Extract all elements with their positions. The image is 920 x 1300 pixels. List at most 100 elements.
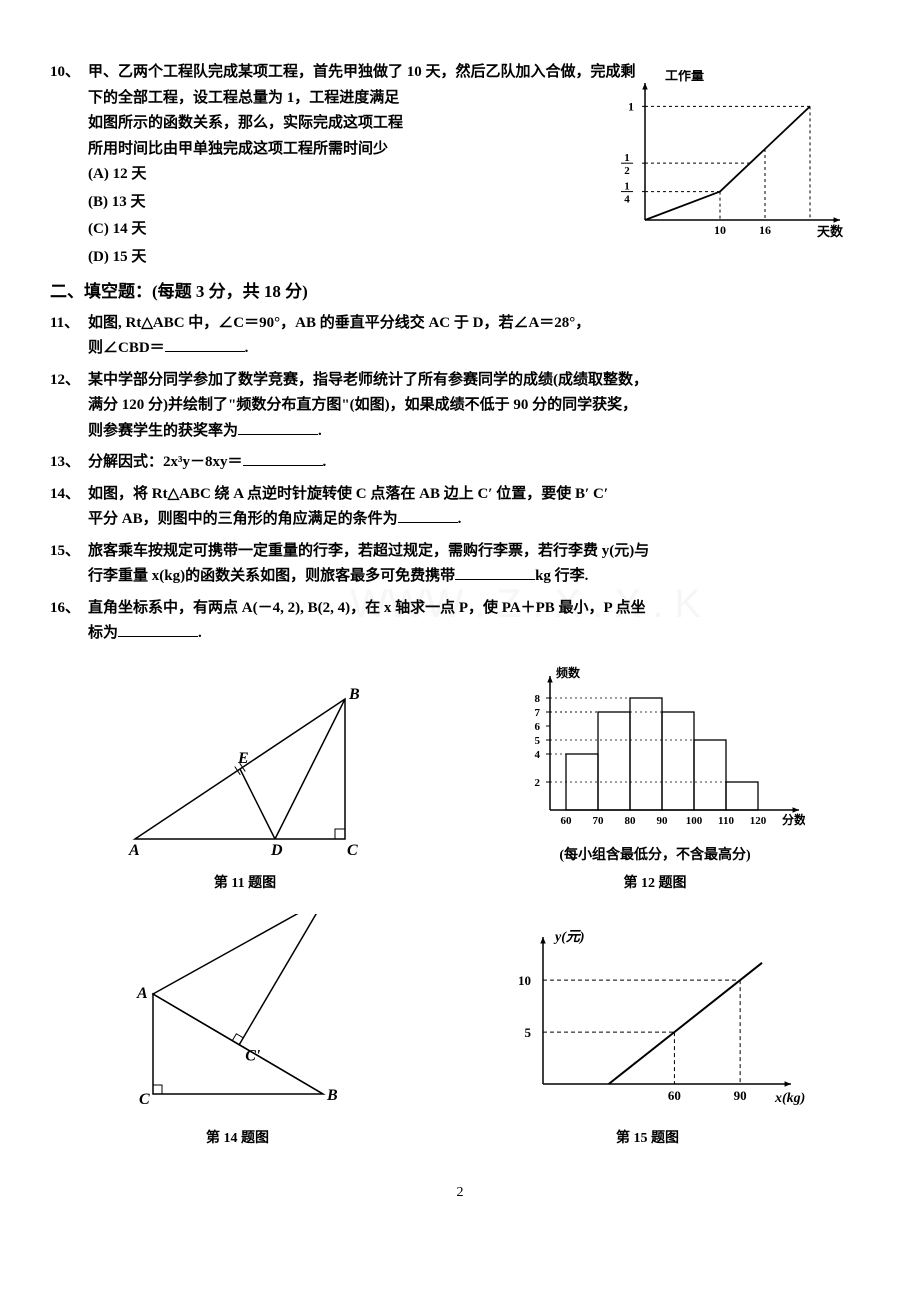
- fig14-block: ABCB'C' 第 14 题图: [113, 914, 363, 1151]
- q12-number: 12、: [50, 368, 80, 394]
- q14-body: 如图，将 Rt△ABC 绕 A 点逆时针旋转使 C 点落在 AB 边上 C′ 位…: [50, 482, 870, 533]
- q14-line1: 如图，将 Rt△ABC 绕 A 点逆时针旋转使 C 点落在 AB 边上 C′ 位…: [88, 486, 608, 502]
- svg-text:8: 8: [535, 693, 541, 705]
- svg-text:60: 60: [561, 815, 573, 827]
- svg-text:2: 2: [535, 777, 541, 789]
- q15-line1: 旅客乘车按规定可携带一定重量的行李，若超过规定，需购行李票，若行李费 y(元)与: [88, 543, 649, 559]
- figure-row-1: A B C D E 第 11 题图 频数分数 2 4 5 6 7 8 60 70 80 90 100 110 12…: [50, 665, 870, 896]
- fig14-svg: ABCB'C': [113, 914, 363, 1114]
- svg-text:C: C: [347, 842, 358, 859]
- q12-line2: 满分 120 分)并绘制了"频数分布直方图"(如图)，如果成绩不低于 90 分的…: [88, 397, 637, 413]
- svg-text:5: 5: [535, 735, 541, 747]
- page-number: 2: [50, 1181, 870, 1205]
- svg-text:1: 1: [624, 152, 630, 164]
- svg-text:A: A: [136, 985, 148, 1002]
- svg-text:1: 1: [624, 181, 630, 193]
- q13-number: 13、: [50, 450, 80, 476]
- svg-text:16: 16: [759, 223, 771, 237]
- svg-text:5: 5: [524, 1025, 531, 1040]
- q15-number: 15、: [50, 539, 80, 565]
- question-12: 12、 某中学部分同学参加了数学竞赛，指导老师统计了所有参赛同学的成绩(成绩取整…: [50, 368, 870, 445]
- fig12-caption: 第 12 题图: [505, 872, 805, 896]
- q12-tail: .: [318, 423, 322, 439]
- svg-text:6: 6: [535, 721, 541, 733]
- q10-line3: 如图所示的函数关系，那么，实际完成这项工程: [88, 115, 403, 131]
- svg-text:60: 60: [667, 1088, 680, 1103]
- svg-text:x(kg): x(kg): [774, 1091, 805, 1106]
- fig11-caption: 第 11 题图: [115, 872, 375, 896]
- q12-line3: 则参赛学生的获奖率为: [88, 423, 238, 439]
- fig15-block: y(元) x(kg) 5 10 60 90 第 15 题图: [488, 924, 808, 1151]
- q14-line2: 平分 AB，则图中的三角形的角应满足的条件为: [88, 511, 398, 527]
- q16-tail: .: [198, 625, 202, 641]
- fig15-caption: 第 15 题图: [488, 1127, 808, 1151]
- q14-tail: .: [458, 511, 462, 527]
- svg-text:2: 2: [624, 165, 630, 177]
- q14-blank: [398, 507, 458, 523]
- q15-line2: 行李重量 x(kg)的函数关系如图，则旅客最多可免费携带: [88, 568, 455, 584]
- svg-text:120: 120: [750, 815, 767, 827]
- svg-text:y(元): y(元): [553, 930, 585, 945]
- q12-blank: [238, 419, 318, 435]
- question-15: 15、 旅客乘车按规定可携带一定重量的行李，若超过规定，需购行李票，若行李费 y…: [50, 539, 870, 590]
- svg-text:70: 70: [593, 815, 605, 827]
- svg-text:10: 10: [714, 223, 726, 237]
- svg-text:4: 4: [624, 194, 630, 206]
- svg-text:工作量: 工作量: [665, 70, 704, 83]
- q16-line2: 标为: [88, 625, 118, 641]
- q11-tail: .: [245, 340, 249, 356]
- q15-blank: [455, 564, 535, 580]
- q13-tail: .: [323, 454, 327, 470]
- svg-text:B: B: [326, 1087, 338, 1104]
- svg-text:80: 80: [625, 815, 637, 827]
- svg-text:C': C': [245, 1048, 261, 1065]
- question-13: 13、 分解因式：2x³y－8xy＝.: [50, 450, 870, 476]
- fig11-svg: A B C D E: [115, 679, 375, 859]
- svg-text:110: 110: [718, 815, 734, 827]
- q13-line1: 分解因式：2x³y－8xy＝: [88, 454, 243, 470]
- svg-text:分数: 分数: [782, 812, 805, 827]
- svg-text:1: 1: [628, 99, 634, 113]
- q13-body: 分解因式：2x³y－8xy＝.: [50, 450, 870, 476]
- svg-text:90: 90: [657, 815, 669, 827]
- q10-line4: 所用时间比由甲单独完成这项工程所需时间少: [88, 141, 388, 157]
- q10-chart: 工作量天数141211016: [600, 70, 860, 255]
- svg-text:90: 90: [733, 1088, 746, 1103]
- question-16: 16、 直角坐标系中，有两点 A(－4, 2), B(2, 4)，在 x 轴求一…: [50, 596, 870, 647]
- fig12-note: (每小组含最低分，不含最高分): [505, 844, 805, 868]
- fig14-caption: 第 14 题图: [113, 1127, 363, 1151]
- q16-line1: 直角坐标系中，有两点 A(－4, 2), B(2, 4)，在 x 轴求一点 P，…: [88, 600, 646, 616]
- svg-text:D: D: [270, 842, 283, 859]
- fig11-block: A B C D E 第 11 题图: [115, 679, 375, 896]
- svg-text:100: 100: [686, 815, 703, 827]
- q13-blank: [243, 450, 323, 466]
- svg-text:B: B: [348, 686, 360, 703]
- q11-number: 11、: [50, 311, 79, 337]
- q15-line2b: kg 行李.: [535, 568, 588, 584]
- svg-text:4: 4: [535, 749, 541, 761]
- q14-number: 14、: [50, 482, 80, 508]
- svg-text:10: 10: [518, 973, 531, 988]
- svg-text:频数: 频数: [556, 665, 581, 680]
- q16-body: 直角坐标系中，有两点 A(－4, 2), B(2, 4)，在 x 轴求一点 P，…: [50, 596, 870, 647]
- q10-line1: 甲、乙两个工程队完成某项工程，首先甲独做了 10 天，然后乙队加入合做，完成剩: [88, 64, 636, 80]
- svg-text:A: A: [128, 842, 140, 859]
- question-10: 10、 甲、乙两个工程队完成某项工程，首先甲独做了 10 天，然后乙队加入合做，…: [50, 60, 870, 270]
- svg-text:天数: 天数: [817, 224, 844, 239]
- q16-number: 16、: [50, 596, 80, 622]
- q10-number: 10、: [50, 60, 80, 86]
- fig12-block: 频数分数 2 4 5 6 7 8 60 70 80 90 100 110 120 (每小组含最低分，不含最…: [505, 665, 805, 896]
- q11-body: 如图, Rt△ABC 中，∠C＝90°，AB 的垂直平分线交 AC 于 D，若∠…: [50, 311, 870, 362]
- svg-text:7: 7: [535, 707, 541, 719]
- q15-body: 旅客乘车按规定可携带一定重量的行李，若超过规定，需购行李票，若行李费 y(元)与…: [50, 539, 870, 590]
- section-2-header: 二、填空题：(每题 3 分，共 18 分): [50, 278, 870, 307]
- fig15-svg: y(元) x(kg) 5 10 60 90: [488, 924, 808, 1114]
- question-14: 14、 如图，将 Rt△ABC 绕 A 点逆时针旋转使 C 点落在 AB 边上 …: [50, 482, 870, 533]
- svg-text:E: E: [237, 750, 249, 767]
- svg-text:C: C: [139, 1091, 150, 1108]
- q16-blank: [118, 621, 198, 637]
- q11-line2: 则∠CBD＝: [88, 340, 165, 356]
- q11-line1: 如图, Rt△ABC 中，∠C＝90°，AB 的垂直平分线交 AC 于 D，若∠…: [88, 315, 590, 331]
- q12-body: 某中学部分同学参加了数学竞赛，指导老师统计了所有参赛同学的成绩(成绩取整数， 满…: [50, 368, 870, 445]
- figure-row-2: ABCB'C' 第 14 题图 y(元)x(kg)5106090 第 15 题图: [50, 914, 870, 1151]
